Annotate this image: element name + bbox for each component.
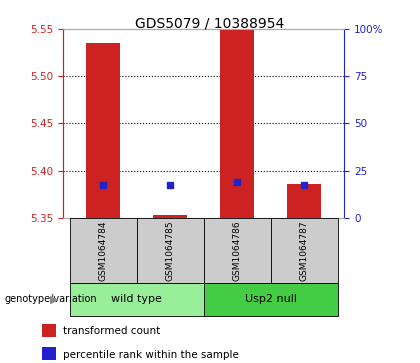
Text: GSM1064785: GSM1064785 bbox=[166, 220, 175, 281]
Bar bbox=[42, 347, 55, 360]
Text: GSM1064787: GSM1064787 bbox=[300, 220, 309, 281]
Bar bbox=[204, 218, 271, 283]
Text: wild type: wild type bbox=[111, 294, 162, 305]
Bar bbox=[136, 218, 204, 283]
Text: ▶: ▶ bbox=[50, 294, 59, 305]
Text: Usp2 null: Usp2 null bbox=[245, 294, 297, 305]
Bar bbox=[70, 218, 136, 283]
Bar bbox=[220, 15, 254, 218]
Bar bbox=[271, 218, 338, 283]
Text: genotype/variation: genotype/variation bbox=[4, 294, 97, 305]
Text: transformed count: transformed count bbox=[63, 326, 160, 336]
Text: percentile rank within the sample: percentile rank within the sample bbox=[63, 350, 239, 360]
Bar bbox=[287, 184, 321, 218]
Bar bbox=[87, 43, 120, 218]
Bar bbox=[204, 283, 338, 316]
Bar bbox=[153, 215, 187, 218]
Bar bbox=[42, 324, 55, 337]
Text: GSM1064786: GSM1064786 bbox=[233, 220, 241, 281]
Text: GDS5079 / 10388954: GDS5079 / 10388954 bbox=[135, 16, 285, 30]
Text: GSM1064784: GSM1064784 bbox=[99, 220, 108, 281]
Bar bbox=[70, 283, 204, 316]
